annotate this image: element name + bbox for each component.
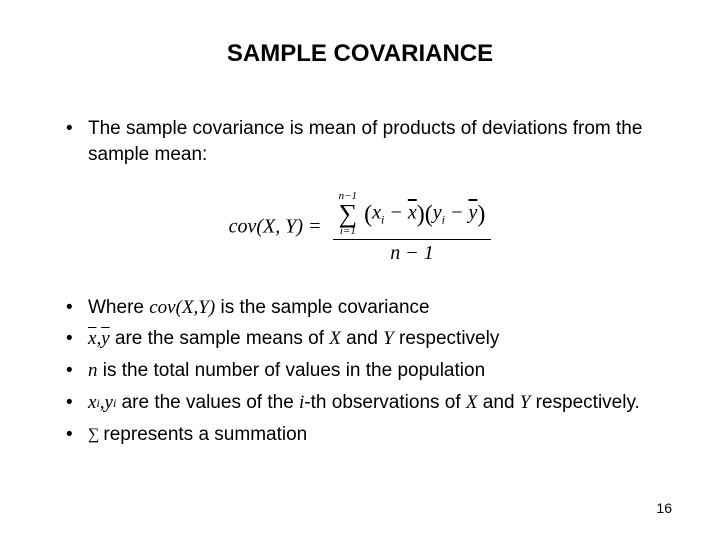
b5-xi: x xyxy=(88,390,96,416)
bullet-sample-means: x, y are the sample means of X and Y res… xyxy=(60,326,660,352)
covariance-formula: cov(X, Y) = n−1 ∑ i=1 (xi − x)(yi − y) n… xyxy=(60,191,660,264)
minus-2: − xyxy=(445,202,469,224)
formula-fraction: n−1 ∑ i=1 (xi − x)(yi − y) n − 1 xyxy=(333,191,492,264)
b2b: cov(X,Y) xyxy=(149,297,215,318)
b4-rest: is the total number of values in the pop… xyxy=(98,360,486,381)
b3-Y: Y xyxy=(383,328,394,349)
xbar: x xyxy=(408,202,417,224)
ybar-inline: y xyxy=(101,326,109,352)
b5-and: and xyxy=(478,392,520,413)
xi-var: x xyxy=(372,202,381,224)
b4-n: n xyxy=(88,360,98,381)
bullet-where-cov: Where cov(X,Y) is the sample covariance xyxy=(60,295,660,321)
bullet-observations: xi , yi are the values of the i-th obser… xyxy=(60,390,660,416)
xbar-inline: x xyxy=(88,326,96,352)
paren-close-2: ) xyxy=(477,202,485,228)
paren-open-1: ( xyxy=(364,202,372,228)
b5-yi: y xyxy=(105,390,113,416)
b5-Y: Y xyxy=(520,392,531,413)
bullet-list: The sample covariance is mean of product… xyxy=(60,116,660,167)
b3-tail: respectively xyxy=(394,328,500,349)
b2c: is the sample covariance xyxy=(215,297,429,318)
bullet-summation: ∑ represents a summation xyxy=(60,422,660,448)
formula-numerator: n−1 ∑ i=1 (xi − x)(yi − y) xyxy=(333,191,492,239)
slide: SAMPLE COVARIANCE The sample covariance … xyxy=(0,0,720,540)
formula-lhs: cov(X, Y) = xyxy=(229,216,322,238)
sigma-symbol: ∑ xyxy=(339,202,358,225)
slide-title: SAMPLE COVARIANCE xyxy=(60,40,660,68)
bullet-intro: The sample covariance is mean of product… xyxy=(60,116,660,167)
sigma-lower: i=1 xyxy=(339,226,358,237)
bullet-n: n is the total number of values in the p… xyxy=(60,358,660,384)
paren-open-2: ( xyxy=(425,202,433,228)
paren-close-1: ) xyxy=(417,202,425,228)
b3-rest: are the sample means of xyxy=(110,328,330,349)
b5-rest-a: are the values of the xyxy=(116,392,299,413)
b6-rest: represents a summation xyxy=(103,424,307,445)
b2a: Where xyxy=(88,297,149,318)
formula-denominator: n − 1 xyxy=(333,240,492,265)
bullet-list-2: Where cov(X,Y) is the sample covariance … xyxy=(60,295,660,448)
b5-tail: respectively. xyxy=(530,392,639,413)
sigma-icon: n−1 ∑ i=1 xyxy=(339,191,358,236)
b3-and: and xyxy=(341,328,383,349)
b3-X: X xyxy=(329,328,341,349)
minus-1: − xyxy=(384,202,408,224)
small-sigma-icon: ∑ xyxy=(88,426,99,443)
page-number: 16 xyxy=(656,500,672,516)
bullet-intro-text: The sample covariance is mean of product… xyxy=(88,118,642,165)
yi-var: y xyxy=(433,202,442,224)
b5-rest-b: -th observations of xyxy=(304,392,466,413)
b5-X: X xyxy=(466,392,478,413)
